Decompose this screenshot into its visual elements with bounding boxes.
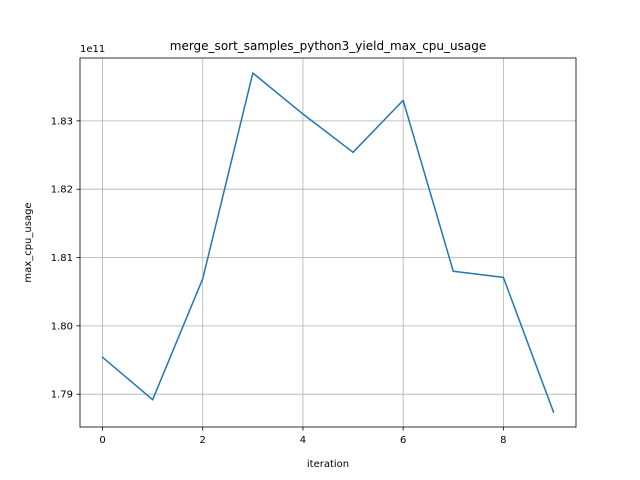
series-line [101, 72, 555, 413]
y-tick-label: 1.82 [51, 185, 73, 196]
y-axis-label: max_cpu_usage [23, 202, 34, 282]
y-offset-label: 1e11 [80, 44, 105, 55]
y-tick-label: 1.79 [51, 390, 73, 401]
plot-frame [79, 57, 577, 428]
data-point [201, 277, 204, 280]
data-point [452, 270, 455, 272]
x-tick-label: 4 [300, 435, 306, 446]
tick-layer: 0 2 4 6 8 1.79 1.80 1.81 1.82 1.83 [51, 116, 507, 446]
grid-layer [80, 58, 576, 427]
x-tick-label: 8 [500, 435, 506, 446]
data-point [502, 276, 505, 279]
x-tick-label: 0 [99, 435, 105, 446]
y-tick-label: 1.83 [51, 116, 73, 127]
data-point [352, 151, 354, 154]
x-tick-label: 6 [400, 435, 406, 446]
data-point [302, 113, 304, 115]
data-point [552, 411, 555, 413]
data-point [402, 99, 404, 102]
data-point [252, 72, 254, 74]
data-point [151, 398, 154, 401]
y-tick-label: 1.80 [51, 321, 73, 332]
x-axis-label: iteration [307, 459, 349, 470]
series-layer [101, 72, 555, 413]
data-point [101, 356, 104, 359]
y-tick-label: 1.81 [51, 253, 73, 264]
chart-title: merge_sort_samples_python3_yield_max_cpu… [170, 39, 486, 53]
x-tick-label: 2 [200, 435, 206, 446]
